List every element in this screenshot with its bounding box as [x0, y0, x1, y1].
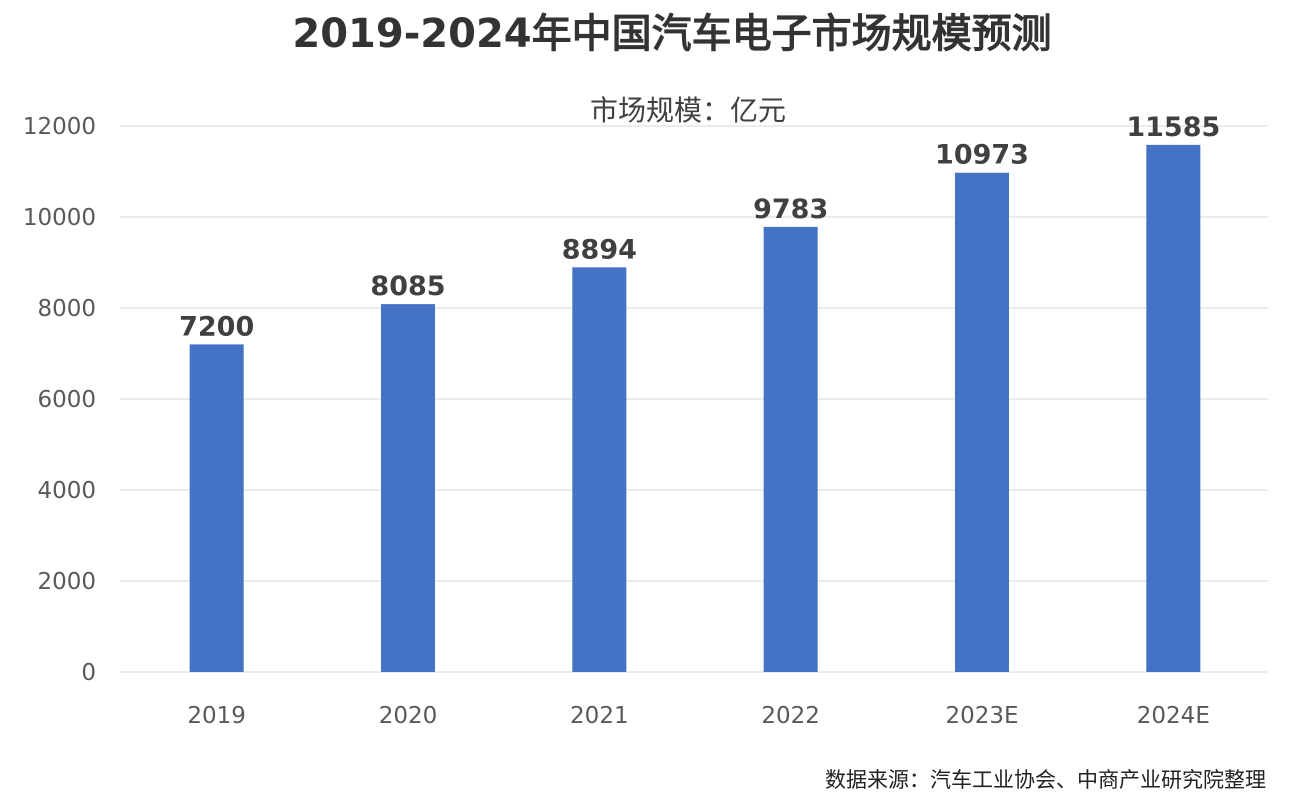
y-tick-label: 0 — [81, 660, 96, 686]
y-tick-label: 6000 — [37, 387, 96, 413]
x-tick-label: 2021 — [570, 703, 629, 729]
data-label: 7200 — [179, 311, 254, 342]
bar — [381, 304, 435, 672]
y-tick-label: 4000 — [37, 478, 96, 504]
y-axis-ticks: 0 2000 4000 6000 8000 10000 12000 — [23, 114, 96, 686]
bar — [955, 172, 1009, 672]
bar — [572, 267, 627, 672]
x-tick-label: 2022 — [761, 703, 820, 729]
y-tick-label: 2000 — [37, 569, 96, 595]
chart-title: 2019-2024年中国汽车电子市场规模预测 — [292, 11, 1051, 57]
x-tick-label: 2024E — [1137, 703, 1210, 729]
data-label: 10973 — [935, 140, 1029, 171]
bar — [189, 344, 244, 672]
x-tick-label: 2023E — [945, 703, 1018, 729]
x-tick-label: 2019 — [187, 703, 246, 729]
data-label: 11585 — [1126, 112, 1220, 143]
y-tick-label: 10000 — [23, 205, 96, 231]
source-note: 数据来源：汽车工业协会、中商产业研究院整理 — [825, 768, 1266, 792]
data-labels: 7200 8085 8894 9783 10973 11585 — [179, 112, 1220, 343]
bar — [1146, 144, 1201, 672]
bar — [763, 226, 818, 672]
y-tick-label: 8000 — [37, 296, 96, 322]
chart-subtitle: 市场规模：亿元 — [590, 94, 786, 127]
x-axis-ticks: 2019 2020 2021 2022 2023E 2024E — [187, 703, 1209, 729]
data-label: 8085 — [370, 271, 445, 302]
y-tick-label: 12000 — [23, 114, 96, 140]
gridlines — [120, 125, 1268, 673]
data-label: 9783 — [753, 194, 828, 225]
x-tick-label: 2020 — [379, 703, 438, 729]
data-label: 8894 — [562, 234, 637, 265]
bars — [189, 144, 1201, 672]
